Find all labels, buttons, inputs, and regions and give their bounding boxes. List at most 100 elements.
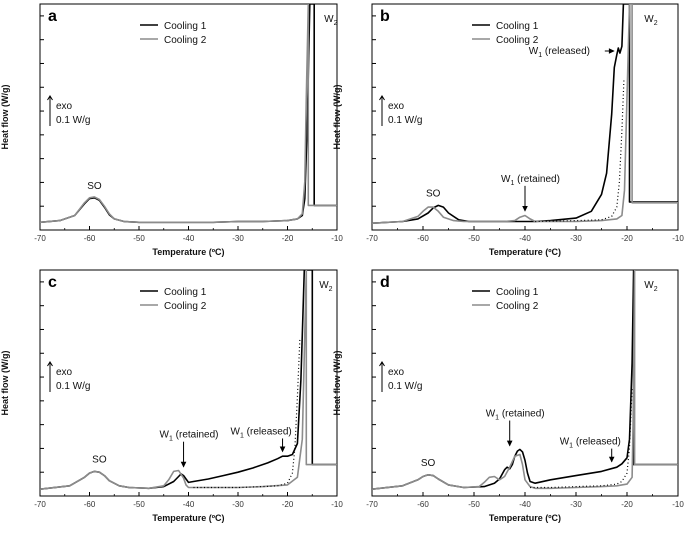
x-axis-title: Temperature (ºC) — [489, 247, 561, 257]
annotation-arrowhead-icon — [506, 440, 513, 447]
series-cooling-2 — [40, 270, 337, 490]
x-tick-label: -40 — [519, 234, 531, 243]
x-tick-label: -50 — [133, 234, 145, 243]
annotation-suffix: (released) — [573, 437, 621, 448]
x-tick-label: -20 — [282, 234, 294, 243]
annotation-main: W — [160, 430, 170, 441]
annotation-subscript: 1 — [495, 415, 499, 422]
annotation-main: W — [529, 46, 539, 57]
annotation-subscript: 1 — [240, 432, 244, 439]
x-tick-label: -10 — [672, 500, 684, 509]
x-tick-label: -60 — [417, 234, 429, 243]
x-tick-label: -30 — [232, 234, 244, 243]
x-axis-title: Temperature (ºC) — [152, 247, 224, 257]
annotation-w2: W2 — [644, 280, 657, 293]
panel-letter: b — [380, 8, 390, 25]
x-tick-label: -20 — [621, 234, 633, 243]
annotation-suffix: (retained) — [514, 174, 560, 185]
x-tick-label: -40 — [183, 234, 195, 243]
scale-bar-value: 0.1 W/g — [388, 115, 422, 126]
annotation-w1: W1 (retained) — [160, 430, 219, 443]
series-cooling-1 — [372, 4, 678, 224]
annotation-arrowhead-icon — [180, 461, 187, 468]
x-tick-label: -60 — [84, 234, 96, 243]
annotation-subscript: 2 — [329, 286, 333, 293]
scale-bar-value: 0.1 W/g — [388, 381, 422, 392]
annotation-main: W — [231, 426, 241, 437]
x-tick-label: -30 — [232, 500, 244, 509]
panel-d: -70 -60 -50 -40 -30 -20 -10 Temperature (ºC) Hea… — [332, 269, 684, 523]
annotation-subscript: 2 — [654, 20, 658, 27]
annotation-main: W — [644, 280, 654, 291]
annotation-w2: W2 — [319, 280, 332, 293]
annotation-subscript: 2 — [654, 286, 658, 293]
annotation-w1: W1 (released) — [529, 46, 590, 59]
annotation-main: SO — [87, 181, 102, 192]
annotation-w1: W1 (retained) — [486, 409, 545, 422]
annotation-main: W — [560, 437, 570, 448]
x-tick-label: -70 — [34, 500, 46, 509]
annotation-arrowhead-icon — [608, 456, 615, 463]
scale-bar-arrow-icon — [379, 361, 385, 367]
panel-letter: a — [48, 8, 57, 25]
x-tick-label: -30 — [570, 500, 582, 509]
x-tick-label: -70 — [366, 500, 378, 509]
annotation-subscript: 1 — [169, 436, 173, 443]
x-tick-label: -60 — [417, 500, 429, 509]
scale-bar-exo: exo — [388, 367, 405, 378]
y-axis-title: Heat flow (W/g) — [0, 85, 10, 150]
series-baseline — [193, 337, 301, 489]
panel-letter: c — [48, 274, 57, 291]
annotation-main: W — [644, 14, 654, 25]
legend-entry: Cooling 1 — [164, 287, 207, 298]
legend-entry: Cooling 2 — [164, 301, 207, 312]
annotation-suffix: (released) — [542, 46, 590, 57]
legend-entry: Cooling 2 — [164, 35, 207, 46]
y-axis-title: Heat flow (W/g) — [0, 351, 10, 416]
x-tick-label: -30 — [570, 234, 582, 243]
annotation-suffix: (retained) — [499, 409, 545, 420]
scale-bar-value: 0.1 W/g — [56, 381, 90, 392]
legend-entry: Cooling 2 — [496, 301, 539, 312]
x-axis-title: Temperature (ºC) — [489, 513, 561, 523]
annotation-suffix: (retained) — [173, 430, 219, 441]
annotation-main: W — [486, 409, 496, 420]
annotation-suffix: (released) — [244, 426, 292, 437]
annotation-arrowhead-icon — [279, 446, 286, 453]
annotation-w1: W1 (retained) — [501, 174, 560, 187]
series-baseline — [530, 388, 633, 489]
x-tick-label: -10 — [331, 234, 343, 243]
panel-c: -70 -60 -50 -40 -30 -20 -10 Temperature (ºC) Hea… — [0, 269, 343, 523]
legend-entry: Cooling 1 — [496, 287, 539, 298]
annotation-main: W — [324, 14, 334, 25]
annotation-main: SO — [92, 454, 107, 465]
scale-bar-value: 0.1 W/g — [56, 115, 90, 126]
annotation-main: W — [319, 280, 329, 291]
series-baseline — [535, 80, 625, 223]
legend-entry: Cooling 1 — [496, 21, 539, 32]
annotation-w1: W1 (released) — [231, 426, 292, 439]
x-tick-label: -70 — [366, 234, 378, 243]
annotation-w1: W1 (released) — [560, 437, 621, 450]
x-tick-label: -60 — [84, 500, 96, 509]
scale-bar-exo: exo — [56, 101, 73, 112]
annotation-so: SO — [92, 454, 107, 465]
scale-bar-arrow-icon — [47, 361, 53, 367]
series-cooling-2 — [372, 270, 678, 490]
x-tick-label: -10 — [672, 234, 684, 243]
panel-letter: d — [380, 274, 390, 291]
annotation-subscript: 1 — [510, 180, 514, 187]
x-tick-label: -10 — [331, 500, 343, 509]
annotation-so: SO — [421, 458, 436, 469]
x-tick-label: -70 — [34, 234, 46, 243]
annotation-subscript: 1 — [569, 443, 573, 450]
panel-b: -70 -60 -50 -40 -30 -20 -10 Temperature (ºC) Hea… — [332, 3, 684, 257]
scale-bar-arrow-icon — [379, 95, 385, 101]
annotation-arrowhead-icon — [608, 48, 615, 54]
legend-entry: Cooling 2 — [496, 35, 539, 46]
y-axis-title: Heat flow (W/g) — [332, 351, 342, 416]
panel-a: -70 -60 -50 -40 -30 -20 -10 Temperature (ºC) Hea… — [0, 3, 343, 257]
legend-entry: Cooling 1 — [164, 21, 207, 32]
scale-bar-exo: exo — [388, 101, 405, 112]
